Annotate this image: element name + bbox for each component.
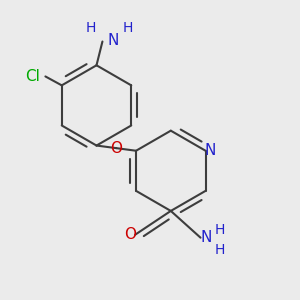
Text: N: N (107, 32, 118, 47)
Text: Cl: Cl (26, 69, 40, 84)
Text: H: H (122, 21, 133, 35)
Text: N: N (200, 230, 212, 245)
Text: H: H (85, 21, 96, 35)
Text: N: N (204, 143, 216, 158)
Text: H: H (215, 223, 225, 237)
Text: O: O (124, 227, 136, 242)
Text: O: O (110, 141, 122, 156)
Text: H: H (215, 243, 225, 256)
